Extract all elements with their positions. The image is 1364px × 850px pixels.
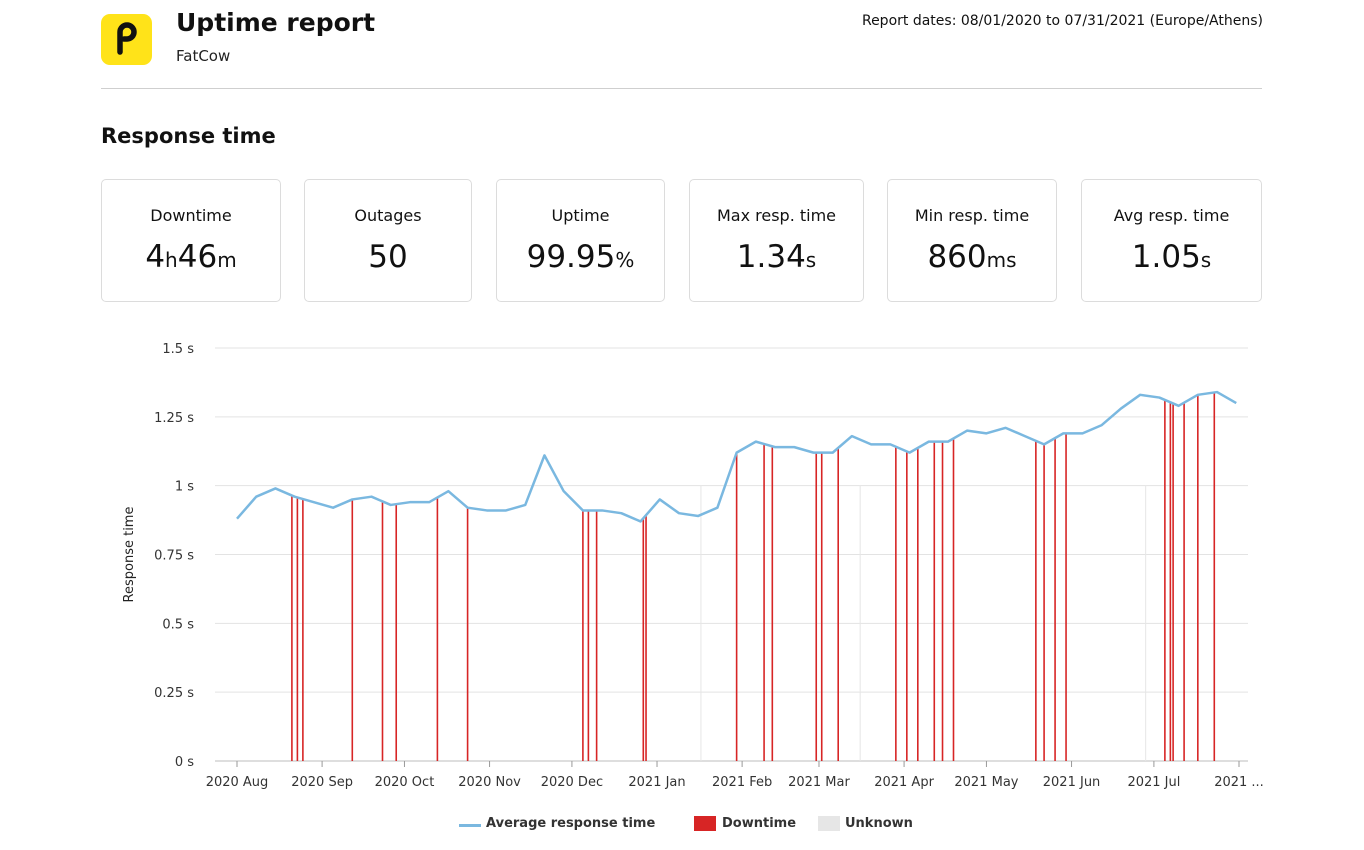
y-tick-label: 1 s (175, 480, 194, 495)
y-tick-label: 1.25 s (154, 411, 194, 426)
card-value: 1.34s (736, 239, 817, 275)
card-value: 1.05s (1131, 239, 1212, 275)
max-resp-time-card: Max resp. time 1.34s (689, 179, 864, 302)
x-tick-label: 2021 ... (1214, 775, 1264, 790)
x-tick-label: 2021 Jul (1127, 775, 1180, 790)
y-tick-label: 0.75 s (154, 549, 194, 564)
pingdom-logo-icon (101, 14, 152, 65)
card-label: Downtime (150, 206, 232, 225)
report-dates: Report dates: 08/01/2020 to 07/31/2021 (… (861, 13, 1263, 29)
site-name: FatCow (176, 47, 231, 65)
min-resp-time-card: Min resp. time 860ms (887, 179, 1057, 302)
page-title: Uptime report (176, 8, 376, 37)
card-value: 4h46m (145, 239, 237, 275)
x-tick-label: 2021 Feb (712, 775, 772, 790)
y-tick-label: 0.5 s (162, 617, 194, 632)
card-value: 50 (368, 239, 408, 275)
y-tick-label: 0 s (175, 755, 194, 770)
downtime-card: Downtime 4h46m (101, 179, 281, 302)
card-label: Min resp. time (914, 206, 1030, 225)
x-tick-label: 2020 Dec (541, 775, 603, 790)
section-title: Response time (101, 124, 276, 148)
legend-downtime-swatch (694, 816, 716, 831)
avg-resp-time-card: Avg resp. time 1.05s (1081, 179, 1262, 302)
card-label: Max resp. time (716, 206, 837, 225)
outages-card: Outages 50 (304, 179, 472, 302)
legend-unknown-label[interactable]: Unknown (845, 816, 913, 831)
x-tick-label: 2021 Jun (1043, 775, 1101, 790)
response-time-chart: 0 s 0.25 s 0.5 s 0.75 s 1 s 1.25 s 1.5 s Respon… (122, 342, 1264, 790)
x-tick-label: 2020 Oct (375, 775, 435, 790)
uptime-card: Uptime 99.95% (496, 179, 665, 302)
card-label: Uptime (551, 206, 610, 225)
x-tick-label: 2021 Jan (628, 775, 685, 790)
legend-line-label[interactable]: Average response time (486, 816, 656, 831)
legend-line-swatch (459, 824, 481, 827)
card-value: 860ms (927, 239, 1017, 275)
card-label: Outages (354, 206, 422, 225)
x-tick-label: 2021 Apr (874, 775, 934, 790)
x-tick-label: 2020 Aug (206, 775, 269, 790)
header-divider (101, 88, 1262, 89)
y-tick-label: 1.5 s (162, 342, 194, 357)
x-tick-label: 2021 May (954, 775, 1018, 790)
legend-downtime-label[interactable]: Downtime (722, 816, 797, 831)
card-value: 99.95% (526, 239, 635, 275)
card-label: Avg resp. time (1113, 206, 1230, 225)
legend-unknown-swatch (818, 816, 840, 831)
x-tick-label: 2021 Mar (788, 775, 850, 790)
y-tick-label: 0.25 s (154, 686, 194, 701)
x-tick-label: 2020 Sep (291, 775, 353, 790)
y-axis-label: Response time (122, 507, 137, 603)
x-tick-label: 2020 Nov (458, 775, 521, 790)
